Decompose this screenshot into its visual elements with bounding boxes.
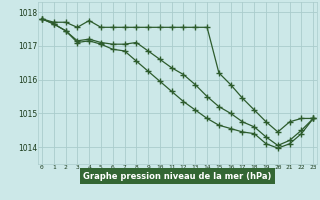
X-axis label: Graphe pression niveau de la mer (hPa): Graphe pression niveau de la mer (hPa)	[84, 172, 272, 181]
